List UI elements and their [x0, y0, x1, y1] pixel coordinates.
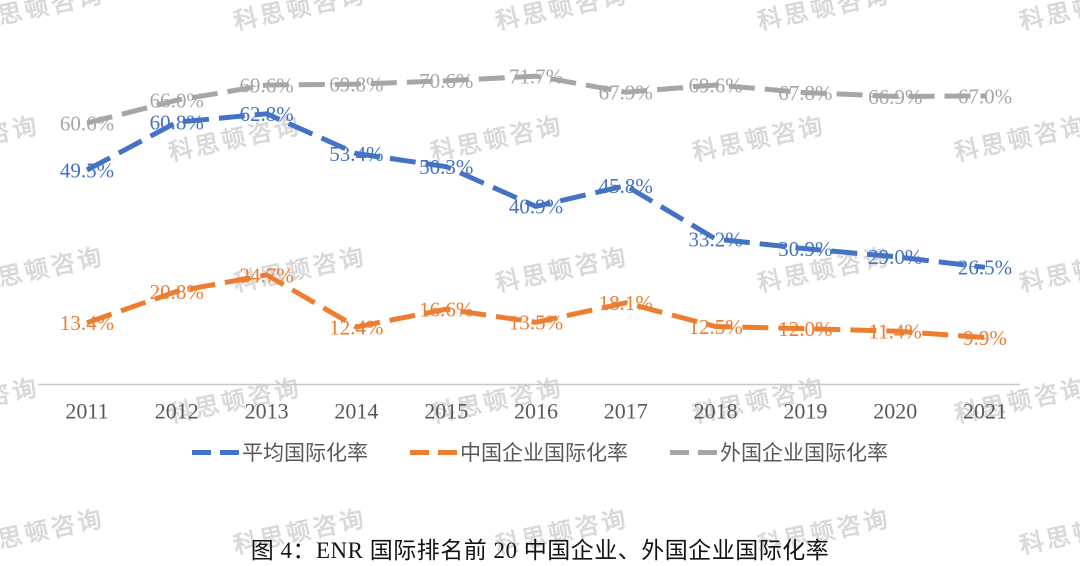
data-label-series2-x3: 69.8% [329, 72, 383, 96]
data-label-series0-x5: 40.9% [509, 195, 563, 219]
data-label-series0-x10: 26.5% [958, 256, 1012, 280]
data-label-series1-x8: 12.0% [778, 317, 832, 341]
data-label-series0-x9: 29.0% [868, 245, 922, 269]
x-tick-label-3: 2014 [334, 399, 378, 424]
x-tick-label-5: 2016 [514, 399, 558, 424]
data-label-series0-x8: 30.9% [778, 237, 832, 261]
legend-dash-icon [670, 449, 689, 455]
data-label-series2-x8: 67.8% [778, 81, 832, 105]
data-label-series2-x2: 69.6% [239, 73, 293, 97]
legend-dash-icon [410, 449, 429, 455]
data-label-series2-x1: 66.0% [150, 89, 204, 113]
legend-item-average: 平均国际化率 [192, 437, 368, 467]
data-label-series2-x5: 71.7% [509, 64, 563, 88]
legend-label: 外国企业国际化率 [720, 441, 888, 465]
data-label-series2-x9: 66.9% [868, 85, 922, 109]
data-label-series1-x6: 18.1% [599, 291, 653, 315]
x-tick-label-9: 2020 [873, 399, 917, 424]
x-tick-label-2: 2013 [245, 399, 289, 424]
data-label-series2-x0: 60.6% [60, 111, 114, 135]
x-tick-label-0: 2011 [65, 399, 108, 424]
dashed-line-icon [670, 449, 717, 455]
data-label-series1-x7: 12.5% [688, 315, 742, 339]
dashed-line-icon [410, 449, 457, 455]
data-label-series0-x7: 33.2% [688, 227, 742, 251]
chart-legend: 平均国际化率 中国企业国际化率 外国企业国际化率 [0, 437, 1080, 467]
x-tick-label-10: 2021 [963, 399, 1007, 424]
data-label-series1-x0: 13.4% [60, 311, 114, 335]
data-label-series0-x0: 49.5% [60, 158, 114, 182]
legend-dash-icon [220, 449, 239, 455]
data-label-series2-x6: 67.9% [599, 81, 653, 105]
x-tick-label-4: 2015 [424, 399, 468, 424]
data-label-series1-x5: 13.5% [509, 311, 563, 335]
legend-label: 平均国际化率 [242, 441, 368, 465]
data-label-series0-x1: 60.8% [150, 111, 204, 135]
line-chart: 49.5% 60.8% 62.8% 53.4% 50.3% 40.9% 45.8% 33.2%… [38, 64, 1020, 424]
x-tick-label-6: 2017 [604, 399, 648, 424]
legend-item-chinese-enterprises: 中国企业国际化率 [410, 437, 628, 467]
series-line-2 [86, 73, 986, 126]
data-label-series2-x10: 67.0% [958, 84, 1012, 108]
data-label-series1-x2: 24.7% [239, 263, 293, 287]
x-tick-label-7: 2018 [694, 399, 738, 424]
data-label-series1-x9: 11.4% [868, 320, 921, 344]
data-label-series0-x6: 45.8% [599, 174, 653, 198]
legend-dash-icon [192, 449, 211, 455]
data-label-series1-x4: 16.6% [419, 298, 473, 322]
data-label-series1-x10: 9.9% [963, 326, 1007, 350]
data-label-series1-x3: 12.4% [329, 315, 383, 339]
data-label-series0-x2: 62.8% [239, 102, 293, 126]
figure-caption: 图 4：ENR 国际排名前 20 中国企业、外国企业国际化率 [250, 538, 830, 563]
legend-label: 中国企业国际化率 [460, 441, 628, 465]
legend-dash-icon [698, 449, 717, 455]
dashed-line-icon [192, 449, 239, 455]
data-label-series2-x7: 69.6% [688, 73, 742, 97]
x-tick-label-8: 2019 [783, 399, 827, 424]
legend-item-foreign-enterprises: 外国企业国际化率 [670, 437, 888, 467]
legend-dash-icon [438, 449, 457, 455]
data-label-series1-x1: 20.8% [150, 280, 204, 304]
data-label-series0-x4: 50.3% [419, 155, 473, 179]
series-line-0 [85, 111, 986, 270]
data-label-series2-x4: 70.6% [419, 69, 473, 93]
series-line-1 [86, 272, 986, 341]
data-label-series0-x3: 53.4% [329, 142, 383, 166]
x-tick-label-1: 2012 [155, 399, 199, 424]
